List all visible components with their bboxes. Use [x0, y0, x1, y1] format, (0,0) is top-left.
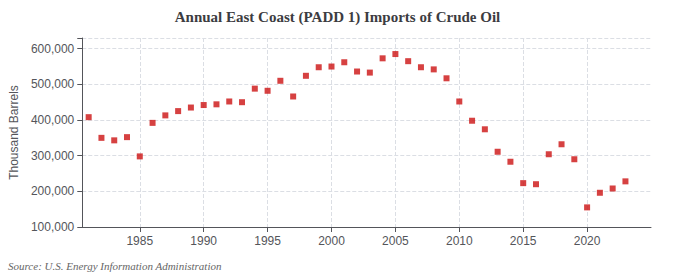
svg-text:2015: 2015	[510, 234, 537, 248]
svg-text:Thousand Barrels: Thousand Barrels	[7, 85, 21, 180]
svg-text:Source: U.S. Energy Informatio: Source: U.S. Energy Information Administ…	[8, 260, 222, 272]
svg-text:2000: 2000	[318, 234, 345, 248]
svg-text:1985: 1985	[126, 234, 153, 248]
svg-text:1990: 1990	[190, 234, 217, 248]
svg-text:2005: 2005	[382, 234, 409, 248]
svg-text:1995: 1995	[254, 234, 281, 248]
svg-text:2010: 2010	[446, 234, 473, 248]
svg-text:Annual East Coast (PADD 1) Imp: Annual East Coast (PADD 1) Imports of Cr…	[175, 9, 501, 26]
svg-text:400,000: 400,000	[31, 113, 75, 127]
svg-text:300,000: 300,000	[31, 149, 75, 163]
svg-text:100,000: 100,000	[31, 220, 75, 234]
svg-text:200,000: 200,000	[31, 184, 75, 198]
svg-text:500,000: 500,000	[31, 77, 75, 91]
svg-text:600,000: 600,000	[31, 42, 75, 56]
svg-text:2020: 2020	[574, 234, 601, 248]
